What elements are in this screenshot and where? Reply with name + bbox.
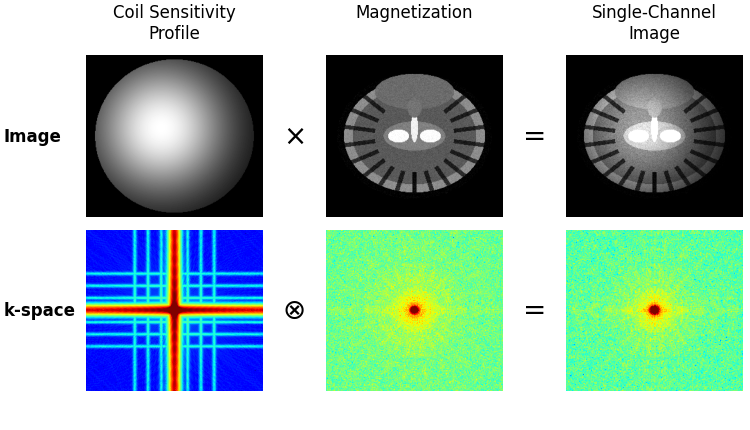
Text: Coil Sensitivity
Profile: Coil Sensitivity Profile	[113, 4, 236, 43]
Text: ×: ×	[283, 123, 306, 150]
Text: Single-Channel
Image: Single-Channel Image	[592, 4, 717, 43]
Text: k-space: k-space	[4, 302, 76, 319]
Text: ⊗: ⊗	[283, 297, 306, 325]
Text: =: =	[523, 297, 546, 325]
Text: Image: Image	[4, 128, 62, 145]
Text: Magnetization: Magnetization	[356, 4, 473, 22]
Text: =: =	[523, 123, 546, 150]
